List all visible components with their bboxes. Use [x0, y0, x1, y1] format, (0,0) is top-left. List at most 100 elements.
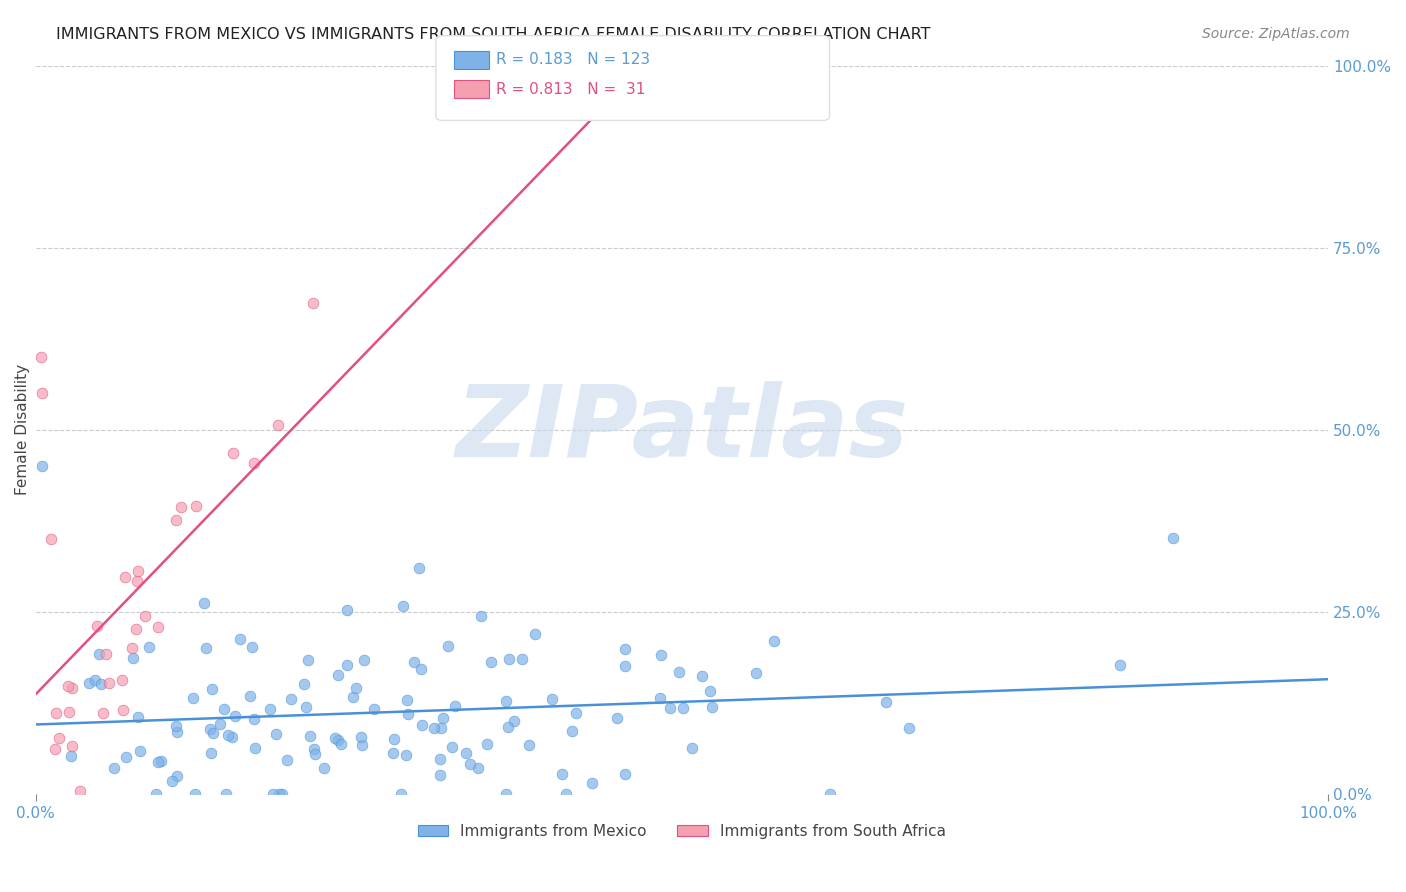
- Immigrants from Mexico: [437, 640, 460, 654]
- Immigrants from Mexico: [510, 652, 533, 666]
- Immigrants from Mexico: [353, 653, 375, 667]
- Immigrants from Mexico: [276, 753, 298, 767]
- Immigrants from Mexico: [495, 694, 517, 708]
- Immigrants from Mexico: [262, 787, 284, 801]
- Immigrants from Mexico: [389, 787, 412, 801]
- Immigrants from Mexico: [215, 787, 238, 801]
- Immigrants from Mexico: [198, 722, 221, 736]
- Immigrants from Mexico: [668, 665, 690, 679]
- Legend: Immigrants from Mexico, Immigrants from South Africa: Immigrants from Mexico, Immigrants from …: [412, 817, 952, 845]
- Immigrants from South Africa: [114, 570, 136, 584]
- Immigrants from Mexico: [479, 655, 502, 669]
- Immigrants from Mexico: [298, 729, 321, 743]
- Immigrants from Mexico: [259, 702, 281, 716]
- Immigrants from Mexico: [31, 459, 53, 474]
- Immigrants from Mexico: [650, 648, 672, 663]
- Immigrants from Mexico: [470, 609, 492, 624]
- Immigrants from Mexico: [336, 657, 359, 672]
- Immigrants from Mexico: [517, 738, 540, 752]
- Immigrants from Mexico: [495, 787, 517, 801]
- Immigrants from Mexico: [498, 651, 520, 665]
- Immigrants from Mexico: [267, 787, 290, 801]
- Immigrants from Mexico: [344, 681, 367, 695]
- Immigrants from Mexico: [297, 653, 319, 667]
- Immigrants from Mexico: [212, 702, 235, 716]
- Immigrants from Mexico: [443, 698, 465, 713]
- Immigrants from Mexico: [83, 673, 105, 687]
- Immigrants from Mexico: [430, 721, 453, 735]
- Immigrants from Mexico: [467, 762, 489, 776]
- Immigrants from Mexico: [555, 787, 578, 801]
- Immigrants from South Africa: [222, 446, 245, 460]
- Immigrants from Mexico: [145, 787, 167, 801]
- Y-axis label: Female Disability: Female Disability: [15, 364, 30, 495]
- Immigrants from Mexico: [224, 708, 246, 723]
- Immigrants from Mexico: [87, 647, 110, 661]
- Immigrants from Mexico: [129, 744, 152, 758]
- Immigrants from Mexico: [614, 642, 637, 657]
- Immigrants from Mexico: [193, 596, 215, 610]
- Immigrants from Mexico: [328, 667, 350, 681]
- Immigrants from South Africa: [125, 622, 148, 636]
- Immigrants from Mexico: [391, 599, 413, 614]
- Text: Source: ZipAtlas.com: Source: ZipAtlas.com: [1202, 27, 1350, 41]
- Immigrants from Mexico: [565, 706, 588, 720]
- Immigrants from Mexico: [326, 733, 349, 747]
- Immigrants from Mexico: [336, 603, 359, 617]
- Immigrants from Mexico: [382, 746, 405, 760]
- Immigrants from Mexico: [411, 718, 433, 732]
- Immigrants from Mexico: [408, 561, 430, 575]
- Immigrants from South Africa: [243, 456, 266, 470]
- Immigrants from South Africa: [301, 296, 323, 310]
- Immigrants from Mexico: [550, 766, 572, 780]
- Immigrants from Mexico: [762, 634, 785, 648]
- Immigrants from Mexico: [477, 737, 499, 751]
- Immigrants from Mexico: [221, 730, 243, 744]
- Immigrants from South Africa: [48, 731, 70, 746]
- Immigrants from South Africa: [94, 647, 117, 661]
- Immigrants from Mexico: [456, 746, 478, 760]
- Immigrants from Mexico: [115, 750, 138, 764]
- Immigrants from South Africa: [91, 706, 114, 721]
- Immigrants from South Africa: [111, 673, 134, 687]
- Immigrants from Mexico: [423, 721, 446, 735]
- Text: R = 0.813   N =  31: R = 0.813 N = 31: [496, 82, 645, 96]
- Immigrants from South Africa: [39, 532, 62, 546]
- Immigrants from Mexico: [699, 684, 721, 698]
- Immigrants from South Africa: [170, 500, 193, 514]
- Immigrants from Mexico: [350, 739, 373, 753]
- Immigrants from Mexico: [239, 690, 262, 704]
- Immigrants from Mexico: [458, 757, 481, 772]
- Immigrants from Mexico: [323, 731, 346, 746]
- Immigrants from Mexico: [541, 692, 564, 706]
- Immigrants from Mexico: [672, 701, 695, 715]
- Immigrants from Mexico: [329, 737, 352, 751]
- Immigrants from South Africa: [121, 641, 143, 656]
- Immigrants from Mexico: [818, 787, 841, 801]
- Immigrants from Mexico: [60, 748, 83, 763]
- Immigrants from Mexico: [523, 627, 546, 641]
- Immigrants from South Africa: [44, 742, 66, 756]
- Immigrants from Mexico: [396, 707, 419, 722]
- Immigrants from Mexico: [77, 675, 100, 690]
- Immigrants from Mexico: [264, 727, 287, 741]
- Immigrants from Mexico: [280, 691, 302, 706]
- Immigrants from Mexico: [138, 640, 160, 655]
- Immigrants from South Africa: [97, 676, 120, 690]
- Text: IMMIGRANTS FROM MEXICO VS IMMIGRANTS FROM SOUTH AFRICA FEMALE DISABILITY CORRELA: IMMIGRANTS FROM MEXICO VS IMMIGRANTS FRO…: [56, 27, 931, 42]
- Immigrants from Mexico: [121, 651, 143, 665]
- Immigrants from Mexico: [690, 669, 713, 683]
- Immigrants from Mexico: [150, 754, 173, 768]
- Immigrants from Mexico: [160, 773, 183, 788]
- Immigrants from Mexico: [217, 728, 239, 742]
- Immigrants from Mexico: [294, 700, 316, 714]
- Immigrants from Mexico: [304, 747, 326, 761]
- Immigrants from Mexico: [875, 696, 897, 710]
- Text: ZIPatlas: ZIPatlas: [456, 381, 908, 478]
- Immigrants from Mexico: [898, 721, 921, 735]
- Immigrants from South Africa: [60, 739, 83, 754]
- Immigrants from Mexico: [202, 726, 225, 740]
- Immigrants from Mexico: [409, 662, 432, 676]
- Immigrants from Mexico: [650, 690, 672, 705]
- Immigrants from Mexico: [201, 681, 224, 696]
